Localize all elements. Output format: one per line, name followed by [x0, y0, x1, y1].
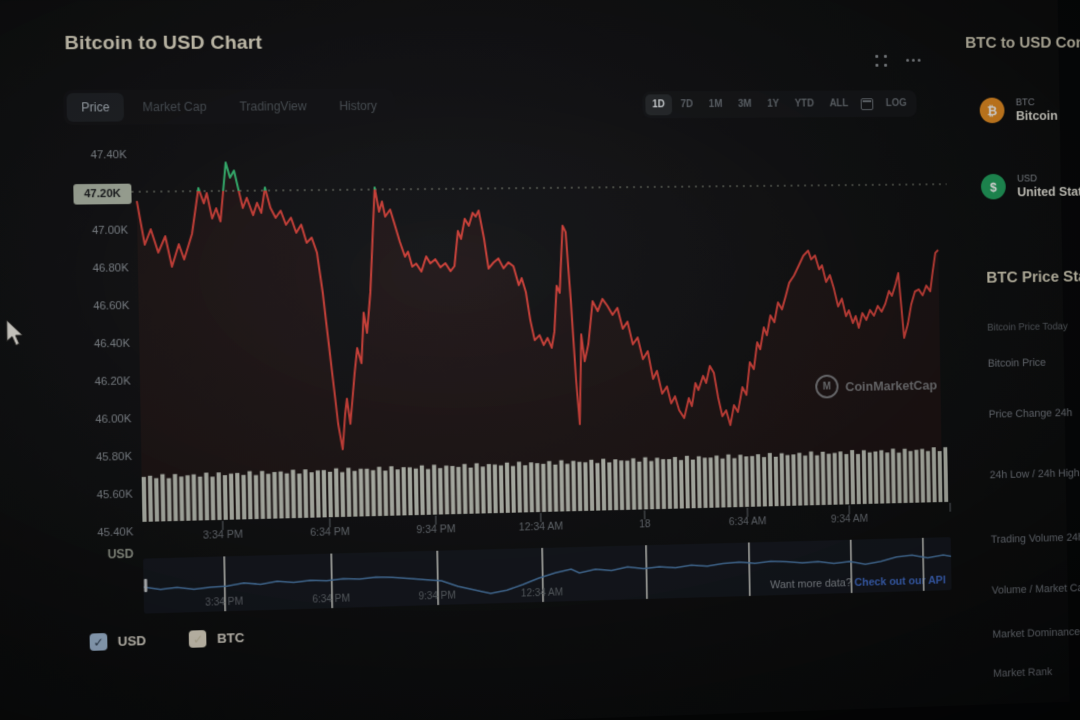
x-axis-tick: 3:34 PM — [202, 528, 244, 542]
stat-row-7: Market Rank — [992, 666, 1053, 680]
y-axis-tick: 46.40K — [93, 337, 131, 351]
x-axis-tick: 12:34 AM — [518, 520, 564, 534]
tab-price[interactable]: Price — [66, 92, 125, 122]
x-axis-tick: 6:34 AM — [728, 515, 767, 529]
range-button-all[interactable]: ALL — [829, 98, 849, 110]
y-axis-unit-label: USD — [107, 546, 134, 562]
btc-checkbox[interactable]: ✓ — [189, 630, 207, 648]
coinmarketcap-logo-icon: M — [815, 374, 839, 399]
page-title: Bitcoin to USD Chart — [64, 32, 263, 55]
legend-item-btc[interactable]: ✓ BTC — [189, 629, 245, 648]
price-statistics-title: BTC Price Statistics — [986, 267, 1080, 287]
stat-row-6: Market Dominance — [992, 626, 1080, 641]
asset-symbol: BTC — [1015, 97, 1035, 109]
legend-item-usd[interactable]: ✓ USD — [89, 632, 147, 651]
stat-row-2: Price Change 24h — [988, 407, 1073, 421]
coinmarketcap-watermark: M CoinMarketCap — [815, 373, 937, 399]
stat-row-5: Volume / Market Cap — [991, 582, 1080, 597]
tab-tradingview[interactable]: TradingView — [239, 99, 307, 114]
navigator-left-handle — [143, 578, 148, 593]
y-axis-tick: 45.40K — [97, 526, 134, 540]
range-button-log[interactable]: LOG — [885, 98, 907, 110]
usd-checkbox[interactable]: ✓ — [89, 633, 108, 651]
x-axis-tick: 9:34 AM — [830, 512, 869, 526]
range-button-7d[interactable]: 7D — [680, 99, 694, 111]
chart-navigator-scrubber[interactable]: Want more data? Check out our API 3:34 P… — [143, 537, 952, 614]
x-axis-tick: 6:34 PM — [310, 525, 350, 539]
tab-history[interactable]: History — [339, 98, 378, 114]
y-axis-tick: 46.80K — [92, 262, 129, 275]
y-axis-tick: 46.20K — [94, 375, 131, 389]
navigator-tick-label: 12:34 AM — [520, 587, 564, 600]
asset-symbol: USD — [1016, 173, 1038, 185]
x-axis-tick: 18 — [638, 518, 651, 531]
converter-asset-btc[interactable]: ₿ BTC Bitcoin — [979, 97, 1058, 124]
range-button-1y[interactable]: 1Y — [767, 98, 780, 110]
navigator-tick-label: 9:34 PM — [418, 590, 456, 603]
y-axis-tick: 46.60K — [93, 299, 130, 313]
stats-section-label: Bitcoin Price Today — [987, 321, 1068, 334]
usd-coin-icon: $ — [980, 173, 1006, 200]
time-range-toolbar: 1D 7D 1M 3M 1Y YTD ALL LOG — [642, 90, 917, 119]
price-chart[interactable] — [131, 137, 953, 550]
calendar-icon[interactable] — [860, 97, 874, 110]
range-button-ytd[interactable]: YTD — [794, 98, 815, 110]
more-options-icon[interactable] — [906, 58, 921, 62]
asset-name: United States Dollar — [1017, 183, 1080, 200]
current-price-badge: 47.20K — [73, 183, 132, 205]
navigator-tick-label: 3:34 PM — [204, 596, 244, 609]
range-button-1d[interactable]: 1D — [645, 94, 672, 116]
range-button-3m[interactable]: 3M — [737, 98, 752, 110]
tab-market-cap[interactable]: Market Cap — [142, 99, 207, 115]
btc-coin-icon: ₿ — [979, 97, 1005, 124]
y-axis-tick: 47.40K — [90, 148, 127, 162]
mouse-cursor — [5, 320, 26, 347]
asset-text: BTC Bitcoin — [1016, 97, 1058, 123]
y-axis-tick: 45.80K — [95, 450, 133, 464]
asset-name: Bitcoin — [1015, 108, 1058, 123]
stat-row-1: Bitcoin Price — [987, 356, 1046, 370]
stat-row-4: Trading Volume 24h — [990, 531, 1080, 546]
x-axis-tick: 9:34 PM — [416, 523, 456, 537]
range-button-1m[interactable]: 1M — [708, 99, 723, 111]
y-axis-tick: 46.00K — [95, 413, 132, 427]
stat-row-3: 24h Low / 24h High — [989, 467, 1080, 482]
y-axis-tick: 45.60K — [96, 488, 133, 502]
chart-legend: ✓ USD ✓ BTC — [89, 629, 245, 651]
chart-tabs: Price Market Cap TradingView History — [63, 88, 395, 125]
fullscreen-grid-icon[interactable] — [875, 54, 888, 68]
navigator-tick-label: 6:34 PM — [312, 593, 351, 606]
converter-title: BTC to USD Converter — [965, 34, 1080, 52]
y-axis-tick: 47.00K — [91, 224, 129, 238]
